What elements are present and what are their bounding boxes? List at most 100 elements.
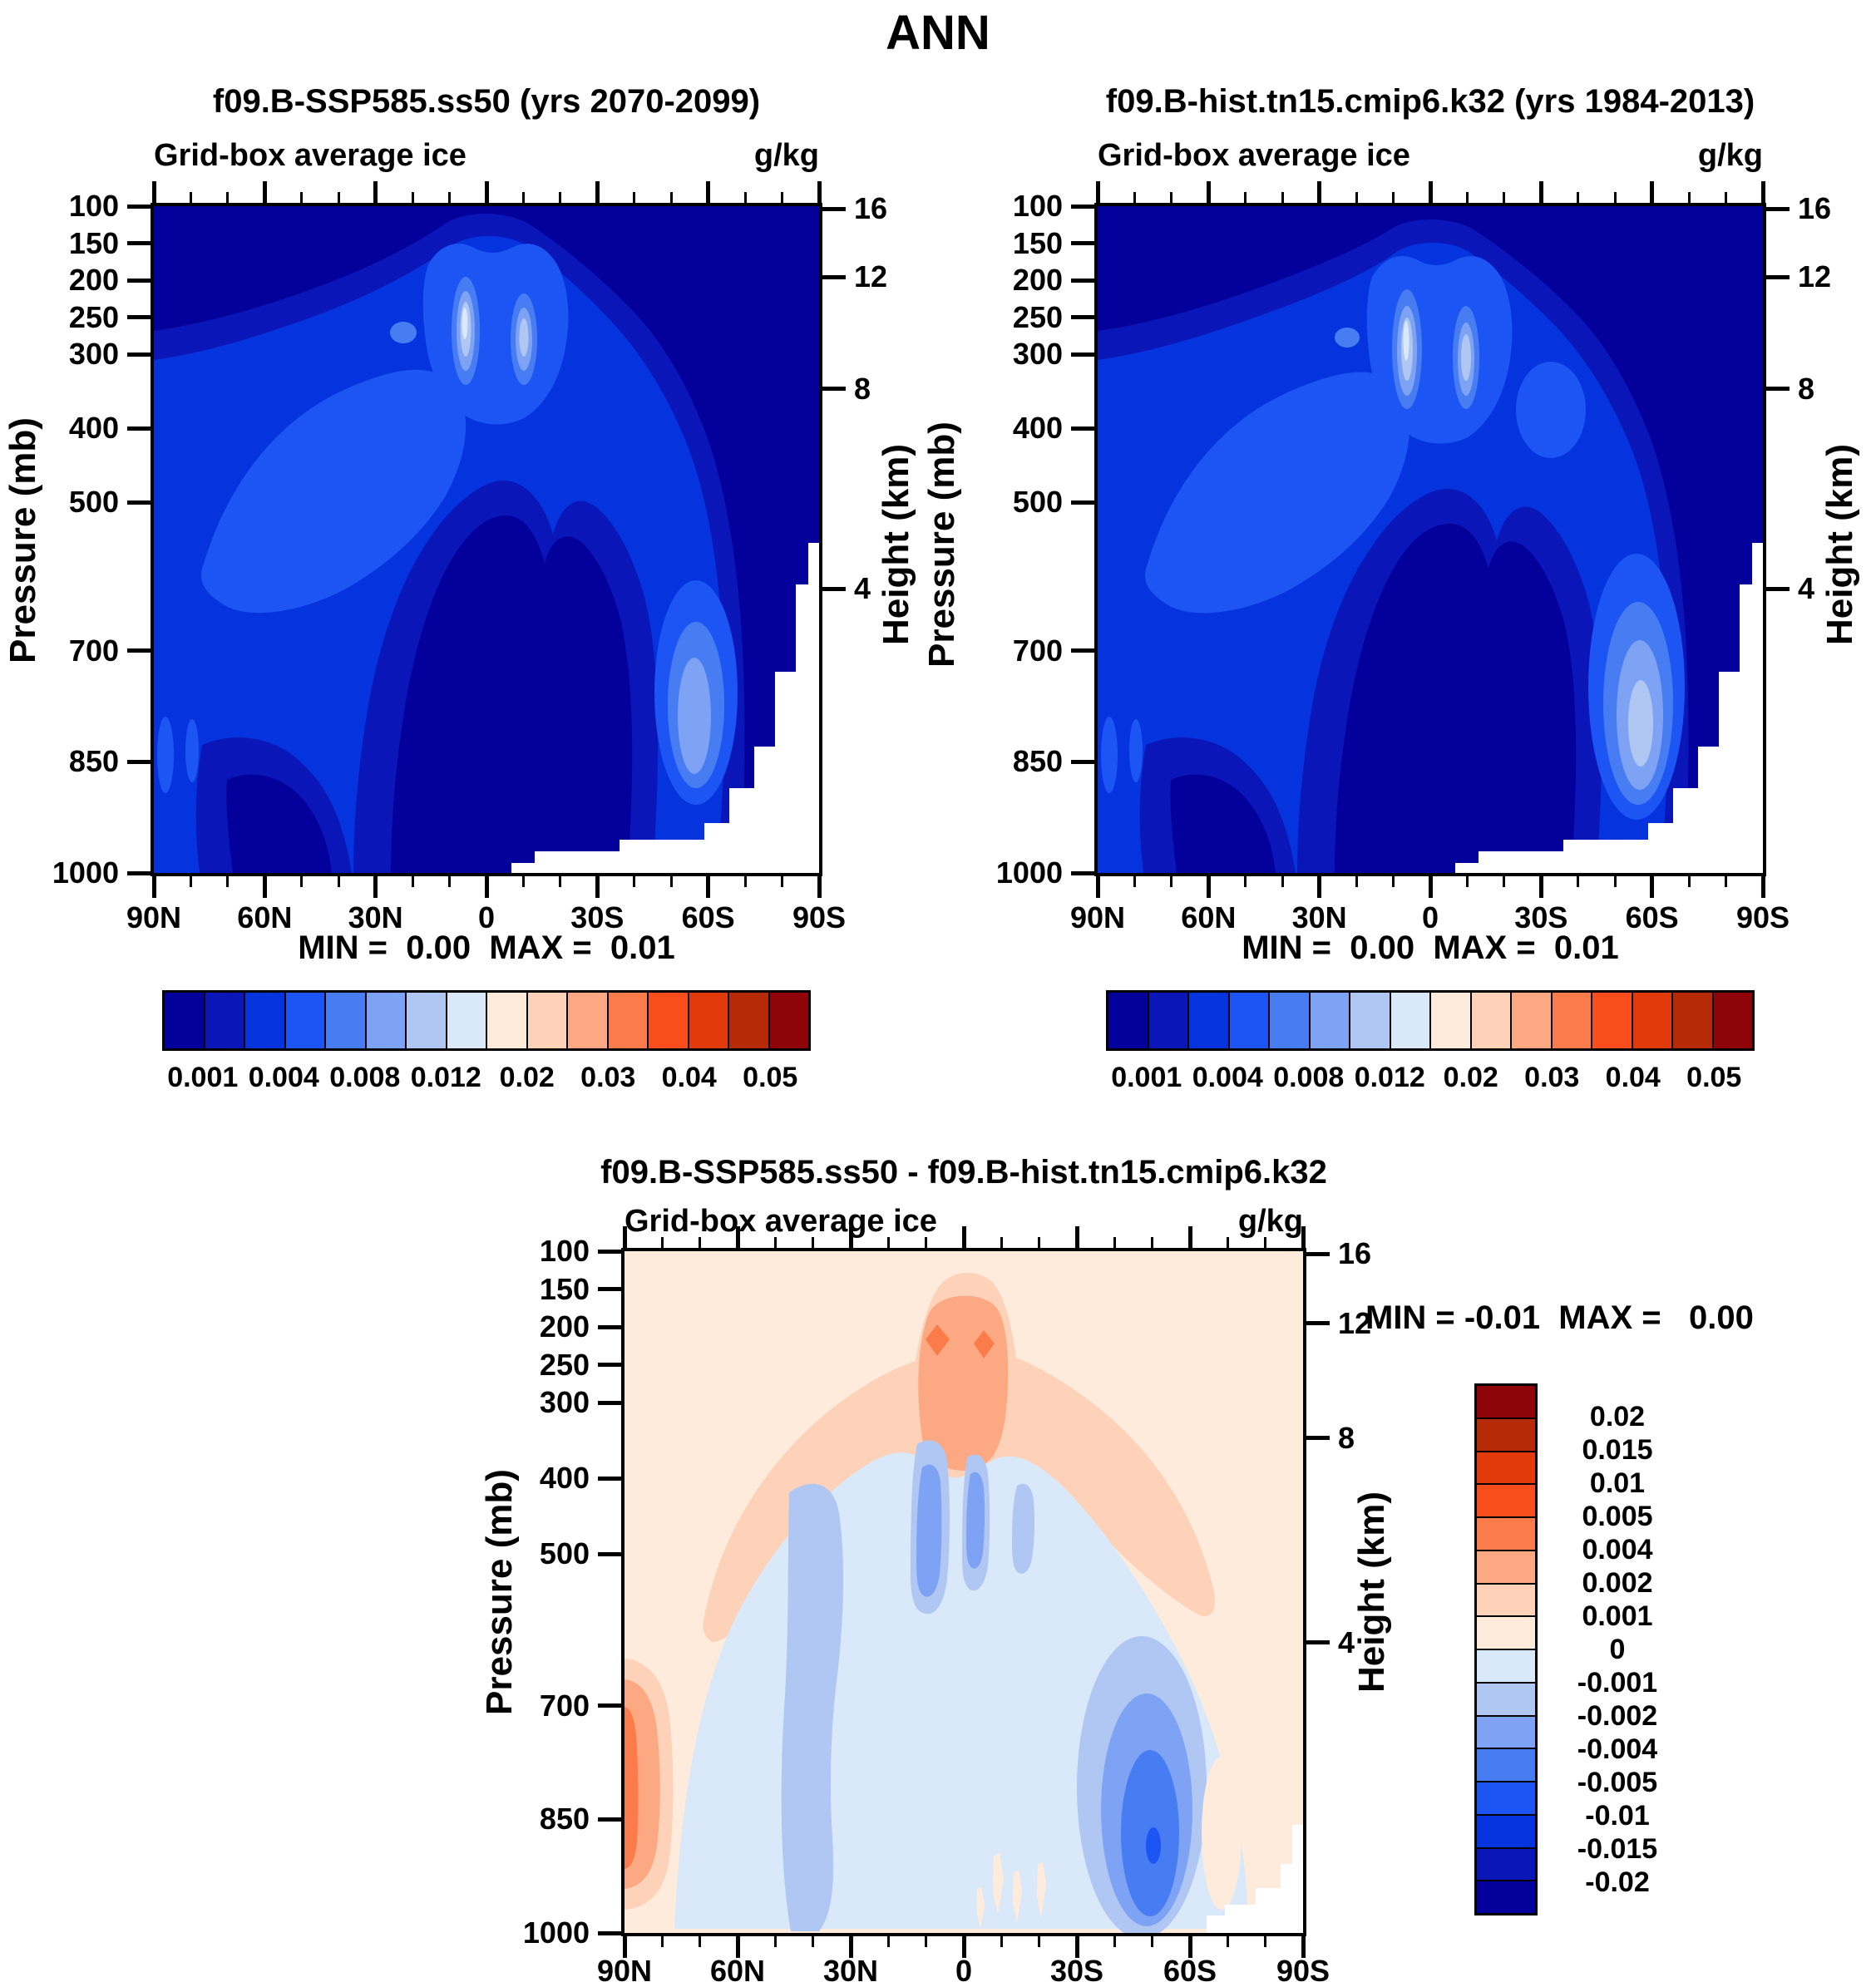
pressure-axis-label: Pressure (mb) [2, 417, 43, 663]
lat-tick [633, 876, 636, 887]
colorbar-tick-label: 0.001 [167, 1062, 239, 1093]
pressure-tick [1071, 352, 1094, 357]
contour-layer [1037, 1861, 1046, 1918]
pressure-tick [127, 278, 151, 283]
lat-tick-label: 60S [1163, 1954, 1217, 1982]
pressure-tick [127, 352, 151, 357]
colorbar-cell [1592, 993, 1633, 1048]
pressure-tick [127, 500, 151, 505]
lat-tick [817, 181, 822, 203]
lat-tick [1133, 192, 1136, 203]
pressure-tick [1071, 241, 1094, 246]
lat-tick [1113, 1936, 1116, 1947]
contour-plot-hist [1098, 206, 1763, 873]
height-tick [1306, 1640, 1330, 1645]
lat-tick-label: 90N [596, 1954, 653, 1982]
lat-tick [1301, 1936, 1306, 1958]
colorbar-cell [1108, 993, 1149, 1048]
contour-layer [462, 308, 468, 339]
pressure-tick [1071, 204, 1094, 209]
colorbar-tick-label: 0.04 [1605, 1062, 1661, 1093]
colorbar-tick-label: 0.012 [1354, 1062, 1425, 1093]
lat-tick [300, 192, 304, 203]
colorbar-tick-label: 0.02 [1443, 1062, 1498, 1093]
colorbar-tick-label: -0.002 [1577, 1700, 1658, 1732]
contour-layer [977, 1886, 985, 1930]
height-tick-label: 12 [1798, 259, 1832, 293]
lat-tick [817, 876, 822, 898]
colorbar-tick-label: 0.03 [1524, 1062, 1580, 1093]
lat-tick [1095, 876, 1100, 898]
contour-layer [966, 1472, 985, 1569]
contour-layer [201, 369, 467, 614]
panel-right-title: f09.B-hist.tn15.cmip6.k32 (yrs 1984-2013… [1105, 83, 1755, 120]
pressure-tick-label: 250 [539, 1347, 590, 1382]
colorbar-cell [407, 993, 447, 1048]
pressure-tick-label: 100 [539, 1234, 590, 1268]
lat-tick [706, 876, 711, 898]
pressure-tick [1071, 278, 1094, 283]
lat-tick [1687, 876, 1691, 887]
lat-tick [812, 1936, 815, 1947]
lat-tick [1206, 876, 1211, 898]
lat-tick [961, 1936, 966, 1958]
contour-layer [1129, 719, 1143, 782]
lat-tick [1317, 181, 1322, 203]
pressure-tick [598, 1363, 621, 1368]
lat-tick [660, 1936, 664, 1947]
lat-tick [189, 876, 192, 887]
colorbar-right [1106, 990, 1755, 1051]
lat-tick [189, 192, 192, 203]
pressure-tick-label: 850 [68, 744, 119, 779]
height-axis-label: Height (km) [1351, 1491, 1392, 1693]
lat-tick [1465, 192, 1469, 203]
pressure-tick [127, 204, 151, 209]
colorbar-cell [1477, 1848, 1535, 1882]
lat-tick [484, 876, 489, 898]
pressure-tick [1071, 759, 1094, 764]
lat-tick [743, 876, 747, 887]
lat-tick [1503, 192, 1506, 203]
pressure-tick [127, 648, 151, 653]
colorbar-tick-label: 0.002 [1582, 1567, 1653, 1599]
stats-minmax: MIN = 0.00 MAX = 0.01 [1242, 929, 1619, 966]
colorbar-cell [1477, 1584, 1535, 1618]
colorbar-cell [1477, 1716, 1535, 1750]
lat-tick [1725, 192, 1728, 203]
lat-tick [1355, 876, 1358, 887]
lat-tick [484, 181, 489, 203]
contour-layer [1335, 328, 1360, 348]
colorbar-tick-label: 0.004 [1582, 1534, 1653, 1565]
units-label: g/kg [1697, 138, 1763, 173]
pressure-tick [1071, 648, 1094, 653]
contour-layer [185, 719, 199, 782]
contour-layer [519, 318, 529, 357]
colorbar-cell [1477, 1683, 1535, 1717]
contour-layer [916, 1464, 942, 1597]
contour-layer [625, 1707, 639, 1869]
contour-layer [1628, 680, 1653, 767]
colorbar-tick-label: 0.05 [1686, 1062, 1742, 1093]
height-tick-label: 16 [854, 191, 888, 226]
contour-layer [1170, 774, 1276, 873]
lat-tick [226, 876, 230, 887]
colorbar-cell [1477, 1418, 1535, 1452]
contour-layer [781, 1483, 844, 1931]
lat-tick [1074, 1936, 1079, 1958]
pressure-tick-label: 100 [1012, 189, 1063, 223]
colorbar-cell [1471, 993, 1512, 1048]
lat-tick [1281, 876, 1284, 887]
height-tick [822, 586, 846, 591]
pressure-tick-label: 1000 [995, 855, 1063, 890]
lat-tick [735, 1936, 740, 1958]
lat-tick [925, 1936, 928, 1947]
height-tick [1766, 387, 1790, 392]
colorbar-tick-label: 0.02 [1589, 1401, 1646, 1432]
contour-layer [1101, 717, 1118, 793]
lat-tick [1355, 192, 1358, 203]
colorbar-tick-label: -0.015 [1577, 1833, 1658, 1865]
colorbar-tick-label: 0.02 [499, 1062, 555, 1093]
terrain-cutout [1207, 1825, 1303, 1933]
lat-tick [373, 181, 378, 203]
colorbar-tick-label: 0.005 [1582, 1501, 1653, 1532]
